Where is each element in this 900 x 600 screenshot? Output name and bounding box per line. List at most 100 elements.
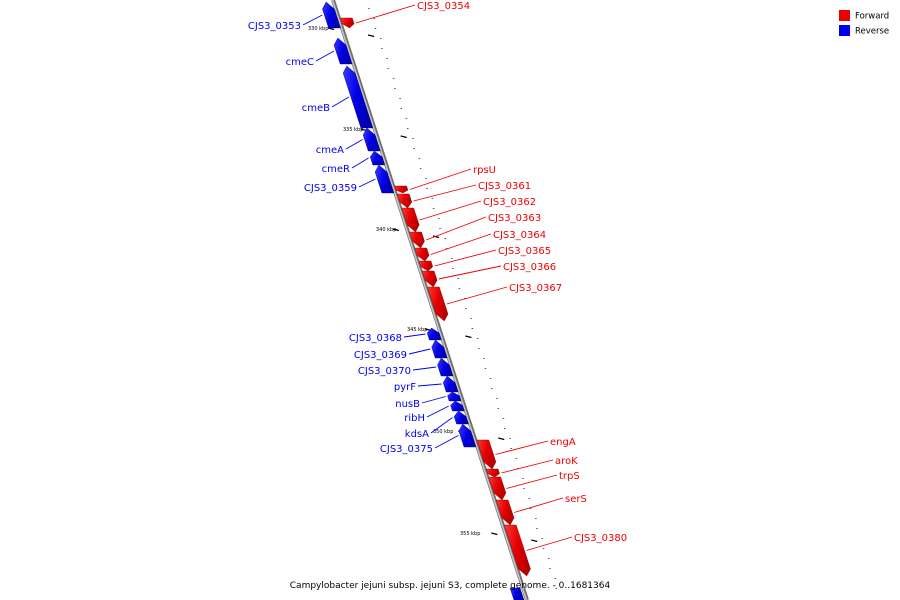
gene-label-ribH[interactable]: ribH <box>404 413 425 424</box>
gene-feature-CJS3_0368[interactable] <box>426 327 442 341</box>
gene-label-CJS3_0359[interactable]: CJS3_0359 <box>304 183 357 194</box>
major-tick-mark <box>491 532 498 536</box>
gene-feature-CJS3_0361[interactable] <box>396 193 413 209</box>
minor-tick-mark <box>458 288 461 289</box>
tick-label: 335 kbp <box>343 127 363 133</box>
minor-tick-mark <box>470 318 472 319</box>
gene-label-CJS3_0368[interactable]: CJS3_0368 <box>349 333 402 344</box>
minor-tick-mark <box>445 248 448 249</box>
gene-leader-line <box>514 497 564 513</box>
gene-leader-line <box>434 249 497 267</box>
gene-feature-CJS3_0362[interactable] <box>401 207 420 233</box>
gene-feature-serS[interactable] <box>495 499 515 526</box>
gene-label-nusB[interactable]: nusB <box>395 399 420 410</box>
gene-label-engA[interactable]: engA <box>550 437 576 448</box>
gene-leader-line <box>355 4 416 24</box>
minor-tick-mark <box>419 168 422 169</box>
gene-label-CJS3_0370[interactable]: CJS3_0370 <box>358 366 411 377</box>
gene-label-cmeR[interactable]: cmeR <box>322 164 350 175</box>
gene-feature-ribH[interactable] <box>450 400 465 412</box>
gene-feature-nusB[interactable] <box>447 391 462 402</box>
minor-tick-mark <box>386 58 388 59</box>
gene-feature-trpS[interactable] <box>488 476 507 501</box>
minor-tick-mark <box>439 228 441 229</box>
gene-label-CJS3_0369[interactable]: CJS3_0369 <box>354 350 407 361</box>
gene-feature-cmeA[interactable] <box>362 127 381 152</box>
gene-label-CJS3_0361[interactable]: CJS3_0361 <box>478 181 531 192</box>
minor-tick-mark <box>489 378 492 379</box>
minor-tick-mark <box>542 548 545 549</box>
gene-label-CJS3_0353[interactable]: CJS3_0353 <box>248 21 301 32</box>
gene-feature-engA[interactable] <box>476 439 497 470</box>
gene-label-CJS3_0364[interactable]: CJS3_0364 <box>493 230 546 241</box>
gene-leader-line <box>302 14 323 26</box>
major-tick-mark <box>367 34 375 38</box>
gene-feature-cmeC[interactable] <box>333 37 353 65</box>
gene-label-aroK[interactable]: aroK <box>555 456 578 467</box>
gene-feature-rpsU[interactable] <box>394 185 409 194</box>
gene-label-CJS3_0365[interactable]: CJS3_0365 <box>498 246 551 257</box>
gene-label-cmeC[interactable]: cmeC <box>286 57 314 68</box>
minor-tick-mark <box>476 338 479 339</box>
gene-feature-fragment <box>509 587 525 600</box>
gene-leader-line <box>506 474 558 489</box>
gene-label-kdsA[interactable]: kdsA <box>405 429 429 440</box>
legend-label-forward: Forward <box>855 12 889 22</box>
gene-leader-line <box>417 383 442 387</box>
gene-feature-kdsA[interactable] <box>453 410 469 425</box>
minor-tick-mark <box>426 188 428 189</box>
gene-label-CJS3_0375[interactable]: CJS3_0375 <box>380 444 433 455</box>
gene-feature-CJS3_0363[interactable] <box>409 231 425 249</box>
tick-label: 345 kbp <box>407 327 427 333</box>
gene-feature-CJS3_0353[interactable] <box>322 1 341 29</box>
minor-tick-mark <box>478 348 480 349</box>
minor-tick-mark <box>399 98 401 99</box>
gene-leader-line <box>425 216 487 241</box>
tick-label: 350 kbp <box>433 429 453 435</box>
gene-leader-line <box>419 200 482 221</box>
gene-feature-CJS3_0364[interactable] <box>414 247 430 262</box>
gene-label-CJS3_0366[interactable]: CJS3_0366 <box>503 262 556 273</box>
minor-tick-mark <box>418 158 421 159</box>
gene-feature-pyrF[interactable] <box>442 375 459 393</box>
gene-feature-cmeR[interactable] <box>369 150 386 166</box>
minor-tick-mark <box>465 308 467 309</box>
minor-tick-mark <box>529 508 532 509</box>
gene-feature-CJS3_0367[interactable] <box>427 286 449 322</box>
gene-label-pyrF[interactable]: pyrF <box>394 382 416 393</box>
gene-leader-line <box>345 139 363 150</box>
gene-label-CJS3_0362[interactable]: CJS3_0362 <box>483 197 536 208</box>
legend-label-reverse: Reverse <box>855 27 889 37</box>
tick-label: 340 kbp <box>376 227 396 233</box>
gene-label-cmeA[interactable]: cmeA <box>316 145 344 156</box>
gene-label-CJS3_0363[interactable]: CJS3_0363 <box>488 213 541 224</box>
gene-label-CJS3_0354[interactable]: CJS3_0354 <box>417 1 470 12</box>
gene-feature-CJS3_0365[interactable] <box>418 260 434 272</box>
major-tick-mark <box>392 228 400 232</box>
map-caption: Campylobacter jejuni subsp. jejuni S3, c… <box>290 581 611 591</box>
gene-feature-cmeB[interactable] <box>342 65 374 129</box>
gene-label-CJS3_0367[interactable]: CJS3_0367 <box>509 283 562 294</box>
gene-feature-CJS3_0375[interactable] <box>458 423 477 448</box>
gene-label-trpS[interactable]: trpS <box>559 471 580 482</box>
minor-tick-mark <box>484 368 487 369</box>
gene-label-rpsU[interactable]: rpsU <box>473 165 496 176</box>
gene-leader-line <box>426 405 450 418</box>
gene-label-serS[interactable]: serS <box>565 494 587 505</box>
minor-tick-mark <box>432 208 435 209</box>
gene-feature-CJS3_0380[interactable] <box>503 524 531 577</box>
gene-leader-line <box>315 50 335 62</box>
gene-feature-CJS3_0370[interactable] <box>437 357 454 377</box>
gene-feature-aroK[interactable] <box>485 468 500 478</box>
gene-feature-CJS3_0369[interactable] <box>431 339 448 359</box>
gene-label-CJS3_0380[interactable]: CJS3_0380 <box>574 533 627 544</box>
minor-tick-mark <box>548 558 550 559</box>
gene-leader-line <box>430 233 492 255</box>
gene-feature-CJS3_0354[interactable] <box>340 17 355 29</box>
minor-tick-mark <box>407 128 409 129</box>
minor-tick-mark <box>394 88 396 89</box>
gene-label-cmeB[interactable]: cmeB <box>302 103 330 114</box>
gene-feature-CJS3_0366[interactable] <box>421 270 438 288</box>
gene-feature-CJS3_0359[interactable] <box>374 164 395 194</box>
gene-leader-line <box>501 459 554 474</box>
